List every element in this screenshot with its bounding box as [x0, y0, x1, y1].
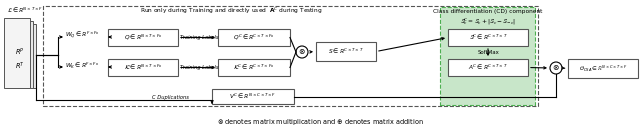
- Bar: [316, 42, 376, 61]
- Text: $A^C \in \mathbb{R}^{C \times T \times T}$: $A^C \in \mathbb{R}^{C \times T \times T…: [468, 63, 508, 72]
- Text: $\mathcal{S}^C_c = \mathcal{S}_c + |\mathcal{S}_c - \mathcal{S}_{-c}|$: $\mathcal{S}^C_c = \mathcal{S}_c + |\mat…: [460, 17, 515, 27]
- Text: $\mathcal{L} \in \mathbb{R}^{N \times T \times F}$: $\mathcal{L} \in \mathbb{R}^{N \times T …: [7, 5, 43, 15]
- Text: $V^C \in \mathbb{R}^{N \times C \times T \times F}$: $V^C \in \mathbb{R}^{N \times C \times T…: [229, 92, 276, 101]
- Bar: [43, 6, 538, 106]
- Bar: [448, 59, 528, 76]
- Text: $\mathcal{S}^C \in \mathbb{R}^{C \times T \times T}$: $\mathcal{S}^C \in \mathbb{R}^{C \times …: [468, 33, 508, 42]
- Text: Class differentiation (CD) component: Class differentiation (CD) component: [433, 10, 542, 15]
- Bar: [218, 59, 290, 76]
- Text: $S \in \mathbb{R}^{C \times T \times T}$: $S \in \mathbb{R}^{C \times T \times T}$: [328, 47, 364, 56]
- Text: $\mathcal{O}_{CSA} \in \mathbb{R}^{N \times C \times T \times F}$: $\mathcal{O}_{CSA} \in \mathbb{R}^{N \ti…: [579, 63, 627, 74]
- Bar: [108, 29, 178, 46]
- Text: $\otimes$: $\otimes$: [552, 64, 560, 72]
- Text: SoftMax: SoftMax: [477, 50, 499, 54]
- Text: $Q^C \in \mathbb{R}^{C \times T \times F_a}$: $Q^C \in \mathbb{R}^{C \times T \times F…: [234, 33, 275, 42]
- Bar: [212, 89, 294, 104]
- Text: Training Labels: Training Labels: [180, 65, 218, 70]
- Text: $R^T$: $R^T$: [15, 60, 25, 72]
- Bar: [218, 29, 290, 46]
- Text: $\mathcal{K} \in \mathbb{R}^{N \times T \times F_a}$: $\mathcal{K} \in \mathbb{R}^{N \times T …: [124, 63, 162, 72]
- Bar: [108, 59, 178, 76]
- Bar: [568, 59, 638, 78]
- Text: $\mathcal{K}^C \in \mathbb{R}^{C \times T \times F_a}$: $\mathcal{K}^C \in \mathbb{R}^{C \times …: [234, 63, 275, 72]
- Text: $R^P$: $R^P$: [15, 46, 25, 58]
- Text: $Q \in \mathbb{R}^{N \times T \times F_a}$: $Q \in \mathbb{R}^{N \times T \times F_a…: [124, 33, 162, 42]
- Bar: [7, 21, 33, 88]
- Text: C Duplications: C Duplications: [152, 94, 189, 100]
- Bar: [448, 29, 528, 46]
- Bar: [10, 24, 36, 88]
- Bar: [4, 18, 30, 88]
- Text: $W_Q \in \mathbb{R}^{F \times F_a}$: $W_Q \in \mathbb{R}^{F \times F_a}$: [65, 30, 99, 40]
- Bar: [440, 7, 535, 105]
- Text: Run only during Training and directly used  $\mathbf{A}^C$ during Testing: Run only during Training and directly us…: [140, 6, 323, 16]
- Text: $W_K \in \mathbb{R}^{F \times F_a}$: $W_K \in \mathbb{R}^{F \times F_a}$: [65, 61, 99, 71]
- Text: $\otimes$ denotes matrix multiplication and $\oplus$ denotes matrix addition: $\otimes$ denotes matrix multiplication …: [217, 117, 423, 127]
- Text: $\otimes$: $\otimes$: [298, 48, 306, 56]
- Text: Training Labels: Training Labels: [180, 35, 218, 40]
- Circle shape: [550, 62, 562, 74]
- Circle shape: [296, 46, 308, 58]
